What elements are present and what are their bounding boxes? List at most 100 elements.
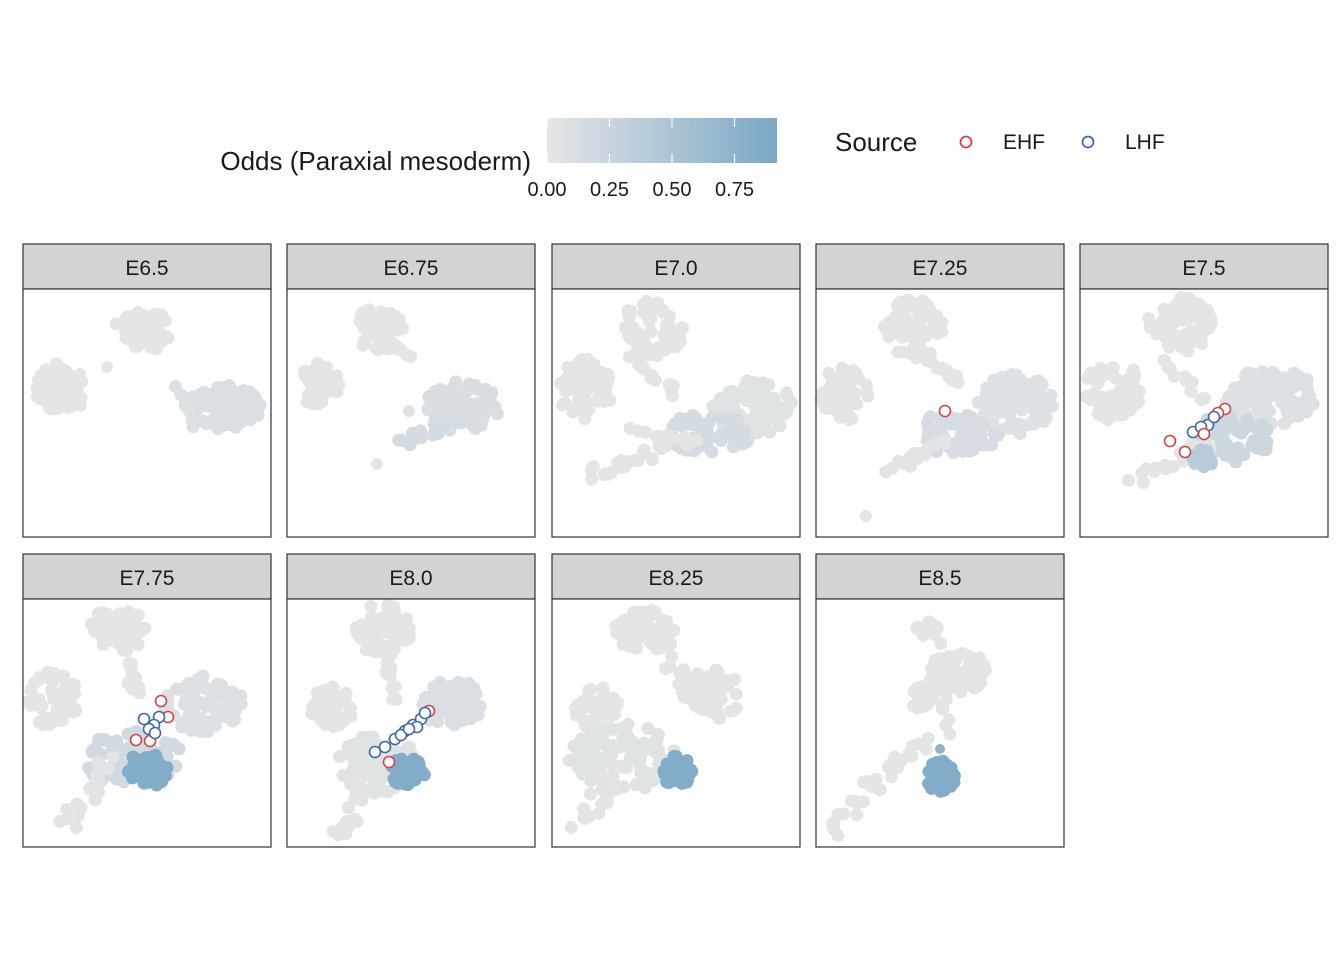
- cell-point: [399, 619, 413, 633]
- cell-point: [848, 386, 862, 400]
- cell-point: [629, 778, 643, 792]
- cell-point: [665, 650, 679, 664]
- cell-point: [1255, 424, 1269, 438]
- cell-point: [987, 373, 1001, 387]
- cell-point: [956, 444, 970, 458]
- cell-point: [971, 426, 985, 440]
- cell-point: [339, 695, 353, 709]
- cell-point: [910, 683, 924, 697]
- cell-point: [662, 318, 676, 332]
- cell-point: [945, 766, 959, 780]
- cell-point: [1175, 340, 1189, 354]
- facet-strip: [286, 553, 536, 600]
- facet-strip: [551, 553, 801, 600]
- cell-point: [60, 803, 74, 817]
- facet-strip-label: E7.5: [1182, 257, 1225, 280]
- cell-point: [101, 762, 115, 776]
- cell-point: [981, 404, 995, 418]
- cell-point: [174, 388, 188, 402]
- cell-point: [974, 675, 988, 689]
- facet-panel-E7.25: E7.25: [814, 243, 1065, 538]
- cell-point: [663, 335, 677, 349]
- cell-point: [1126, 365, 1140, 379]
- colorbar-tick-label: 0.25: [590, 179, 629, 201]
- cell-point: [693, 690, 707, 704]
- cell-point: [136, 761, 150, 775]
- panel-border: [22, 598, 272, 848]
- cell-point: [22, 695, 36, 709]
- cell-point: [977, 416, 991, 430]
- cell-point: [933, 682, 947, 696]
- cell-point: [421, 402, 435, 416]
- cell-point: [720, 674, 734, 688]
- cell-point: [104, 633, 118, 647]
- cell-point: [196, 414, 210, 428]
- cell-point: [902, 293, 916, 307]
- cell-point: [582, 765, 596, 779]
- cell-point: [1165, 310, 1179, 324]
- cell-point: [680, 775, 694, 789]
- cell-point: [483, 393, 497, 407]
- cell-point: [936, 702, 950, 716]
- cell-point: [409, 757, 423, 771]
- cell-point: [596, 681, 610, 695]
- cell-point: [194, 674, 208, 688]
- cell-point: [837, 807, 851, 821]
- cell-point: [417, 768, 431, 782]
- cell-point: [654, 641, 668, 655]
- cell-point: [118, 638, 132, 652]
- cell-point: [912, 737, 926, 751]
- cell-point: [684, 416, 698, 430]
- panel-points: [554, 295, 799, 486]
- facet-strip: [22, 243, 272, 290]
- cell-point: [106, 750, 120, 764]
- cell-point: [586, 746, 600, 760]
- source-cell-point: [148, 726, 162, 740]
- source-cell-point: [1178, 445, 1192, 459]
- cell-point: [623, 421, 637, 435]
- cell-point: [767, 391, 781, 405]
- cell-point: [618, 636, 632, 650]
- cell-point: [90, 767, 104, 781]
- cell-point: [435, 420, 449, 434]
- cell-point: [583, 787, 597, 801]
- cell-point: [227, 704, 241, 718]
- cell-point: [773, 419, 787, 433]
- source-legend-title: Source: [835, 127, 917, 157]
- cell-point: [172, 742, 186, 756]
- cell-point: [1257, 374, 1271, 388]
- cell-point: [376, 611, 390, 625]
- panel-border: [22, 288, 272, 538]
- cell-point: [827, 822, 841, 836]
- cell-point: [389, 692, 403, 706]
- cell-point: [647, 773, 661, 787]
- cell-point: [954, 668, 968, 682]
- cell-point: [1204, 457, 1218, 471]
- cell-point: [88, 777, 102, 791]
- facet-panels: E6.5 E6.75 E7.0 E7.25 E7.5 E7.75 E8.0 E8.25 E8.5: [22, 243, 1329, 848]
- cell-point: [1288, 369, 1302, 383]
- cell-point: [712, 711, 726, 725]
- panel-border: [551, 288, 801, 538]
- cell-point: [940, 670, 954, 684]
- cell-point: [565, 365, 579, 379]
- source-cell-point: [1197, 427, 1211, 441]
- cell-point: [175, 717, 189, 731]
- cell-point: [1012, 417, 1026, 431]
- cell-point: [1168, 329, 1182, 343]
- cell-point: [1281, 403, 1295, 417]
- cell-point: [622, 350, 636, 364]
- cell-point: [305, 397, 319, 411]
- cell-point: [1229, 455, 1243, 469]
- cell-point: [577, 353, 591, 367]
- cell-point: [1001, 400, 1015, 414]
- cell-point: [444, 712, 458, 726]
- panel-border: [815, 598, 1065, 848]
- cell-point: [577, 364, 591, 378]
- cell-point: [74, 801, 88, 815]
- cell-point: [1089, 394, 1103, 408]
- cell-point: [600, 739, 614, 753]
- cell-point: [706, 698, 720, 712]
- cell-point: [606, 722, 620, 736]
- panel-border: [286, 288, 536, 538]
